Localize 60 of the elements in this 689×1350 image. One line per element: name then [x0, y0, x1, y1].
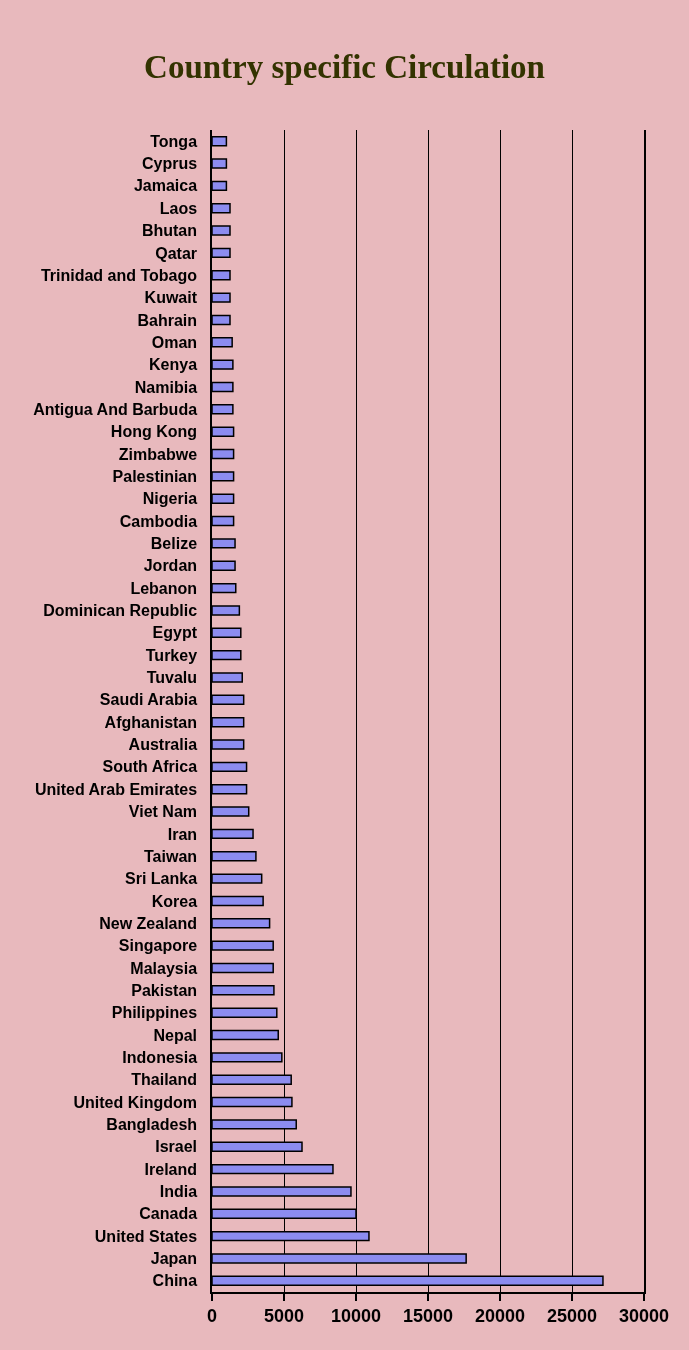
y-tick-label: Korea [151, 892, 198, 910]
y-tick-label: Zimbabwe [118, 445, 198, 463]
y-tick-label: Pakistan [131, 981, 198, 999]
y-tick-label: Philippines [111, 1004, 198, 1022]
y-tick-label: United Arab Emirates [34, 780, 198, 798]
x-tick-label: 0 [206, 1306, 218, 1327]
y-tick-label: Canada [139, 1205, 198, 1223]
y-tick-label: South Africa [102, 758, 198, 776]
y-tick-label: Antigua And Barbuda [33, 400, 198, 418]
y-tick-label: Lebanon [130, 579, 198, 597]
y-tick-label: Kuwait [144, 289, 198, 307]
y-tick-label: Israel [155, 1138, 198, 1156]
x-tick-label: 15000 [402, 1306, 454, 1327]
y-tick-label: Indonesia [122, 1048, 198, 1066]
y-tick-label: Thailand [131, 1071, 198, 1089]
y-tick-label: Iran [167, 825, 198, 843]
y-tick-label: Singapore [118, 937, 198, 955]
y-tick-label: India [159, 1183, 198, 1201]
y-tick-label: Nigeria [142, 490, 198, 508]
y-tick-label: Taiwan [144, 847, 198, 865]
y-tick-label: Jamaica [133, 177, 198, 195]
y-tick-label: Ireland [144, 1160, 198, 1178]
x-tick-label: 30000 [618, 1306, 670, 1327]
y-tick-label: Bhutan [141, 222, 198, 240]
y-tick-label: Japan [150, 1250, 198, 1268]
y-tick-label: Qatar [155, 244, 198, 262]
y-tick-label: Saudi Arabia [99, 691, 198, 709]
y-tick-label: Tuvalu [146, 669, 198, 687]
y-tick-label: Cyprus [141, 155, 198, 173]
y-tick-label: Namibia [134, 378, 198, 396]
y-tick-label: Palestinian [112, 467, 198, 485]
y-tick-label: Turkey [145, 646, 198, 664]
y-tick-label: Malaysia [130, 959, 198, 977]
y-tick-label: Nepal [153, 1026, 198, 1044]
x-tick-label: 20000 [474, 1306, 526, 1327]
y-tick-label: Dominican Republic [43, 602, 198, 620]
y-tick-label: Belize [150, 535, 198, 552]
y-tick-label: Bahrain [137, 311, 198, 329]
y-tick-label: Oman [151, 333, 198, 351]
y-tick-label: United Kingdom [73, 1093, 198, 1111]
y-tick-label: Jordan [143, 557, 198, 575]
x-tick-label: 5000 [263, 1306, 305, 1327]
y-tick-label: United States [94, 1227, 198, 1245]
y-tick-label: Cambodia [119, 512, 198, 530]
y-tick-label: Hong Kong [110, 423, 198, 441]
y-tick-label: Trinidad and Tobago [40, 266, 198, 284]
y-tick-label: Egypt [152, 624, 198, 642]
x-tick-label: 10000 [330, 1306, 382, 1327]
x-tick-label: 25000 [546, 1306, 598, 1327]
y-tick-label: Laos [159, 199, 198, 217]
y-tick-label: Australia [128, 736, 198, 754]
y-tick-label: Tonga [150, 132, 198, 150]
y-tick-label: New Zealand [99, 914, 198, 932]
y-tick-label: Afghanistan [104, 713, 198, 731]
y-tick-label: Sri Lanka [125, 870, 198, 888]
y-tick-label: Bangladesh [106, 1116, 198, 1133]
y-tick-label: Viet Nam [128, 803, 198, 821]
y-tick-label: China [152, 1272, 198, 1290]
chart-title: Country specific Circulation [144, 48, 545, 85]
y-tick-label: Kenya [149, 356, 198, 374]
